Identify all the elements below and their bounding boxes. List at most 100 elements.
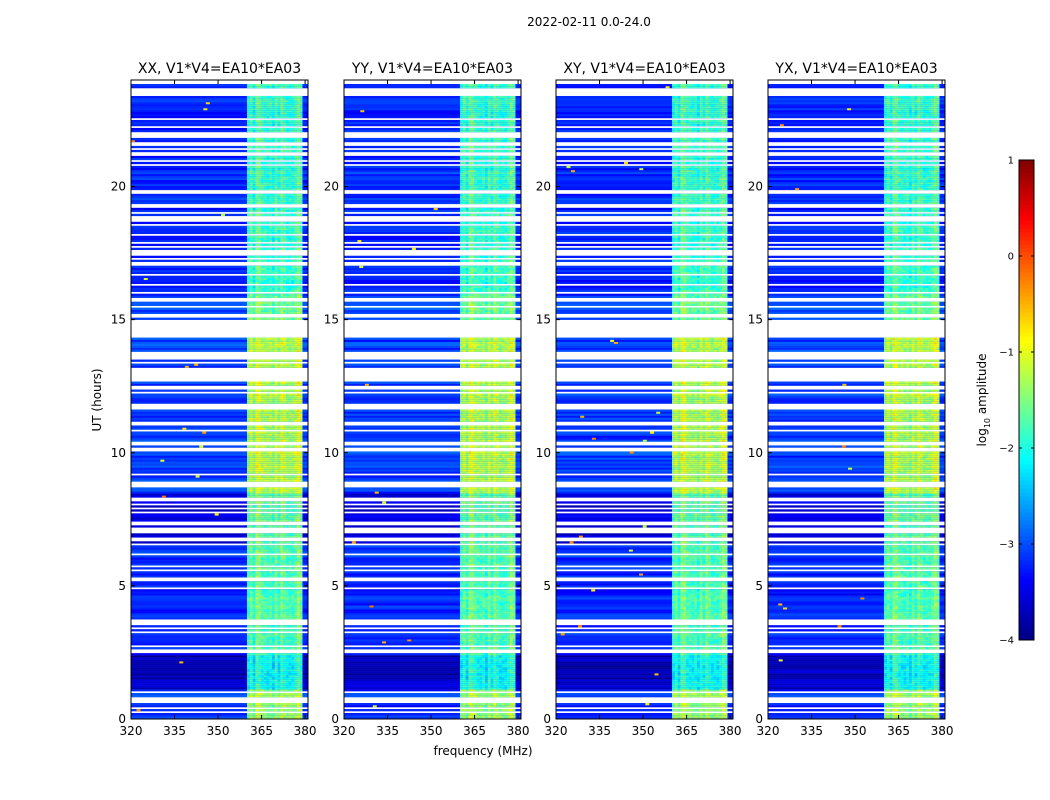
heatmap-cell [266,201,270,205]
heatmap-cell [277,459,281,462]
heatmap-cell [249,657,253,660]
heatmap-cell [294,515,298,518]
heatmap-cell [299,437,303,440]
heatmap-cell [131,583,308,586]
heatmap-cell [294,655,298,658]
heatmap-cell [252,687,256,690]
heatmap-cell [285,229,289,233]
heatmap-cell [252,247,256,251]
heatmap-cell [252,603,256,606]
heatmap-cell [277,123,281,127]
heatmap-cell [247,137,251,141]
heatmap-cell [460,715,464,718]
heatmap-cell [266,583,270,586]
heatmap-cell [249,275,253,278]
heatmap-cell [260,123,265,127]
heatmap-cell [280,83,284,87]
x-tick-label: 350 [207,724,230,738]
heatmap-cell [274,177,278,181]
heatmap-cell [283,279,287,282]
heatmap-cell [266,613,270,616]
heatmap-cell [131,95,308,99]
heatmap-cell [258,155,262,159]
heatmap-cell [255,643,259,646]
heatmap-cell [294,415,298,418]
heatmap-cell [274,549,278,552]
heatmap-cell [258,95,262,99]
heatmap-cell [288,469,292,472]
heatmap-cell [299,595,303,598]
heatmap-cell [249,303,253,306]
heatmap-cell [277,83,281,87]
heatmap-cell [285,129,289,133]
heatmap-cell [274,599,278,602]
heatmap-cell [299,157,303,161]
heatmap-cell [291,309,295,312]
heatmap-cell [274,487,278,490]
heatmap-cell [285,171,289,175]
heatmap-cell [512,687,516,690]
heatmap-cell [288,467,292,470]
heatmap-cell [277,397,281,400]
heatmap-cell [291,599,295,602]
heatmap-cell [255,365,259,368]
heatmap-cell [274,517,278,520]
heatmap-cell [274,455,278,458]
heatmap-cell [283,675,287,678]
heatmap-cell [280,687,284,690]
heatmap-cell [283,525,287,528]
heatmap-cell [299,221,303,225]
heatmap-cell [258,673,262,676]
heatmap-cell [283,275,287,278]
heatmap-cell [288,307,292,310]
heatmap-cell [269,279,273,282]
heatmap-cell [288,239,292,243]
heatmap-cell [485,679,489,682]
heatmap-cell [277,169,281,173]
heatmap-cell [269,425,273,428]
heatmap-cell [288,677,292,680]
heatmap-cell [260,427,265,430]
heatmap-cell [258,271,262,274]
heatmap-cell [252,471,256,474]
heatmap-cell [299,213,303,217]
heatmap-cell [288,599,292,602]
heatmap-cell [479,713,483,716]
heatmap-cell [285,97,289,101]
heatmap-cell [269,115,273,119]
heatmap-cell [465,669,469,672]
heatmap-cell [498,709,502,712]
heatmap-cell [288,119,292,123]
heatmap-cell [266,599,270,602]
heatmap-cell [280,453,284,456]
heatmap-cell [504,693,508,696]
heatmap-cell [280,397,284,400]
heatmap-cell [493,717,497,720]
heatmap-cell [258,625,262,628]
heatmap-cell [299,139,303,143]
heatmap-cell [247,635,251,638]
heatmap-cell [283,451,287,454]
heatmap-cell [280,417,284,420]
heatmap-cell [473,709,478,712]
heatmap-cell [252,431,256,434]
heatmap-cell [255,113,259,117]
heatmap-cell [272,199,276,203]
heatmap-cell [247,227,251,231]
heatmap-cell [296,345,301,348]
heatmap-cell [269,307,273,310]
heatmap-cell [501,679,505,682]
heatmap-cell [299,309,303,312]
heatmap-cell [252,275,256,278]
heatmap-cell [291,397,295,400]
heatmap-cell [294,427,298,430]
heatmap-cell [280,105,284,109]
heatmap-cell [296,229,301,233]
heatmap-cell [296,109,301,113]
heatmap-cell [280,477,284,480]
heatmap-cell [285,455,289,458]
heatmap-cell [465,671,469,674]
heatmap-cell [272,167,276,171]
heatmap-cell [252,683,256,686]
heatmap-cell [296,123,301,127]
